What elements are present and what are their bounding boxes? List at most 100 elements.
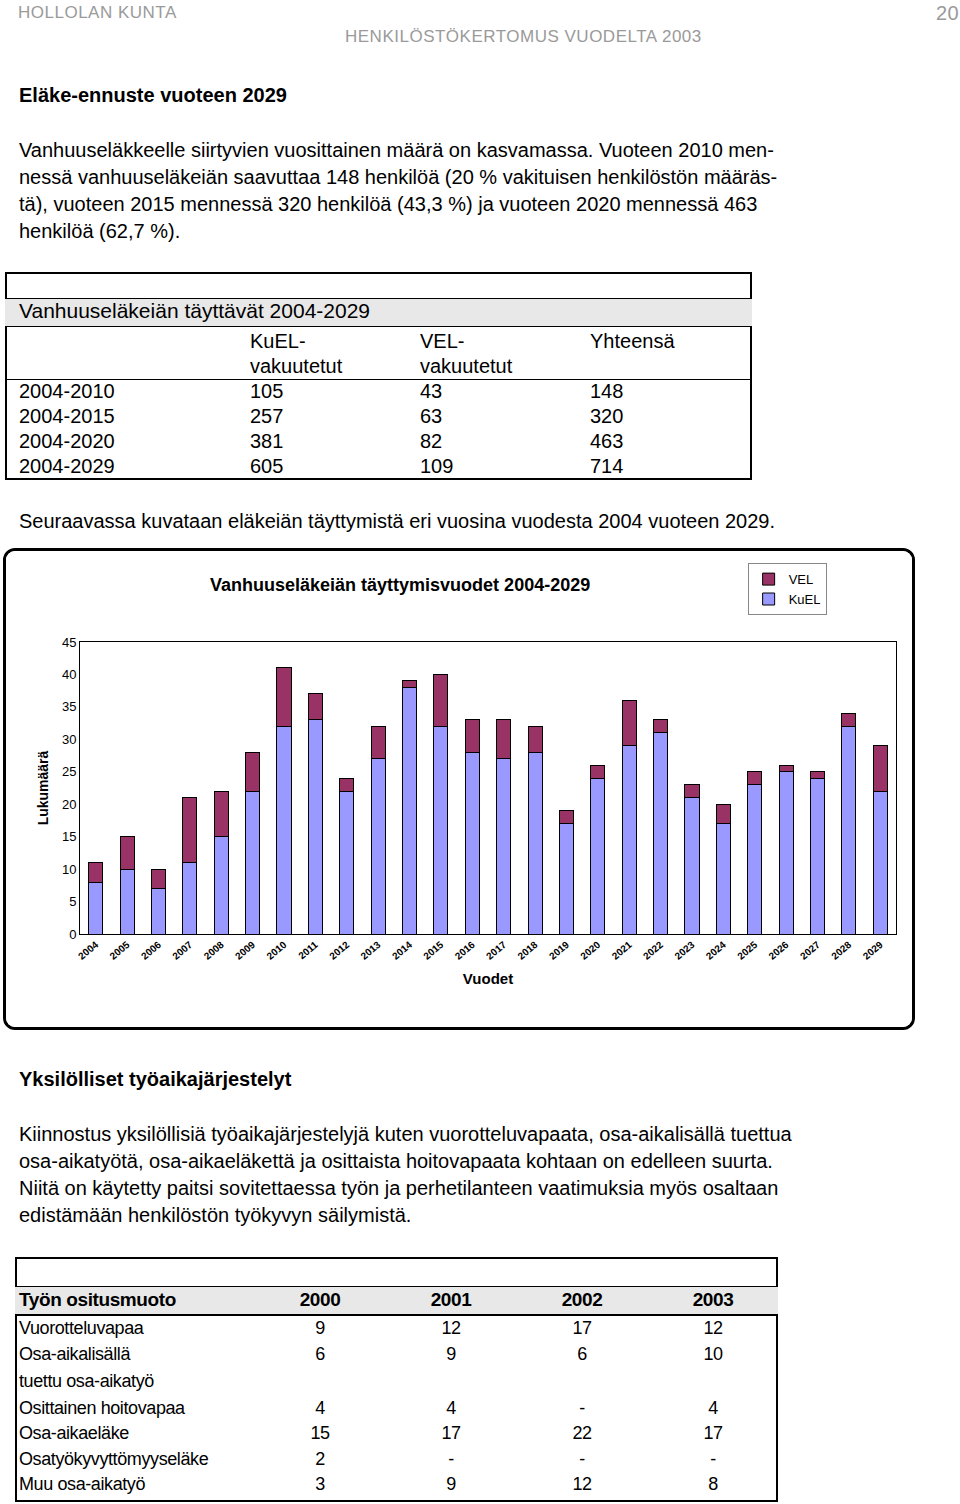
html-text:Osa-aikalisällä: Osa-aikalisällä — [19, 1343, 130, 1364]
html-text:2003: 2003 — [692, 1289, 734, 1310]
svg-text:Vanhuuseläkeiän täyttymisvuode: Vanhuuseläkeiän täyttymisvuodet 2004-202… — [210, 575, 590, 595]
html-text:17: 17 — [572, 1318, 592, 1338]
svg-text:2026: 2026 — [767, 939, 791, 962]
html-text:2004-2020: 2004-2020 — [19, 430, 115, 452]
html-text:463: 463 — [590, 430, 624, 452]
html-text:15: 15 — [310, 1423, 330, 1443]
svg-text:2006: 2006 — [139, 939, 163, 962]
html-text:vakuutetut: vakuutetut — [250, 355, 343, 377]
html-text:109: 109 — [420, 455, 454, 477]
html-text:Yhteensä: Yhteensä — [590, 330, 675, 352]
html-text:VEL-: VEL- — [420, 330, 465, 352]
html-text:605: 605 — [250, 455, 284, 477]
html-text:Muu osa-aikatyö: Muu osa-aikatyö — [19, 1474, 146, 1494]
svg-text:2027: 2027 — [798, 939, 822, 962]
html-text:12: 12 — [572, 1474, 592, 1494]
html-text:12: 12 — [441, 1318, 461, 1338]
html-text:2004-2010: 2004-2010 — [19, 380, 115, 402]
html-text:osa-aikatyötä, osa-aikaeläkett: osa-aikatyötä, osa-aikaeläkettä ja ositt… — [19, 1150, 773, 1172]
html-text:Niitä on käytetty paitsi sovit: Niitä on käytetty paitsi sovitettaessa t… — [19, 1177, 779, 1199]
html-text:12: 12 — [703, 1318, 723, 1338]
svg-text:20: 20 — [62, 797, 76, 812]
html-text:320: 320 — [590, 405, 624, 427]
svg-text:KuEL: KuEL — [789, 592, 821, 607]
html-text:tuettu osa-aikatyö: tuettu osa-aikatyö — [19, 1370, 154, 1391]
html-text:82: 82 — [420, 430, 443, 452]
svg-text:2022: 2022 — [641, 939, 665, 962]
html-text:tä), vuoteen 2015 mennessä 320: tä), vuoteen 2015 mennessä 320 henkilöä … — [19, 193, 758, 215]
svg-text:45: 45 — [62, 635, 76, 650]
html-text:nessä vanhuuseläkeiän saavutta: nessä vanhuuseläkeiän saavuttaa 148 henk… — [19, 166, 778, 188]
svg-text:2019: 2019 — [547, 939, 571, 962]
svg-text:2014: 2014 — [390, 939, 414, 962]
svg-text:2011: 2011 — [296, 939, 320, 962]
svg-text:2005: 2005 — [107, 939, 131, 962]
svg-text:2015: 2015 — [421, 939, 445, 962]
svg-text:35: 35 — [62, 699, 76, 714]
html-text:2000: 2000 — [299, 1289, 341, 1310]
svg-text:2021: 2021 — [610, 939, 634, 962]
html-text:257: 257 — [250, 405, 284, 427]
html-text:17: 17 — [703, 1423, 723, 1443]
html-text:2002: 2002 — [561, 1289, 603, 1310]
svg-text:2028: 2028 — [829, 939, 853, 962]
html-text:6: 6 — [315, 1343, 325, 1364]
svg-text:2010: 2010 — [264, 939, 288, 962]
html-text:Osittainen hoitovapaa: Osittainen hoitovapaa — [19, 1397, 185, 1418]
html-text:Yksilölliset työaikajärjestely: Yksilölliset työaikajärjestelyt — [19, 1068, 292, 1090]
html-text:Osa-aikaeläke: Osa-aikaeläke — [19, 1423, 129, 1443]
html-text:43: 43 — [420, 380, 443, 402]
svg-text:2020: 2020 — [578, 939, 602, 962]
svg-text:30: 30 — [62, 732, 76, 747]
svg-text:5: 5 — [69, 894, 76, 909]
html-text:Kiinnostus yksilöllisiä työaik: Kiinnostus yksilöllisiä työaikajärjestel… — [19, 1123, 792, 1145]
html-text:HENKILÖSTÖKERTOMUS VUODELTA 20: HENKILÖSTÖKERTOMUS VUODELTA 2003 — [345, 27, 702, 46]
html-text:HOLLOLAN KUNTA: HOLLOLAN KUNTA — [18, 3, 177, 22]
svg-text:10: 10 — [62, 862, 76, 877]
html-text:63: 63 — [420, 405, 443, 427]
svg-text:2004: 2004 — [76, 939, 100, 962]
svg-text:2016: 2016 — [453, 939, 477, 962]
html-text:KuEL-: KuEL- — [250, 330, 306, 352]
svg-text:2007: 2007 — [170, 939, 194, 962]
html-text:17: 17 — [441, 1423, 461, 1443]
svg-text:25: 25 — [62, 764, 76, 779]
html-text:148: 148 — [590, 380, 624, 402]
svg-text:Lukumäärä: Lukumäärä — [35, 750, 51, 825]
svg-text:2013: 2013 — [359, 939, 383, 962]
svg-text:40: 40 — [62, 667, 76, 682]
html-text:10: 10 — [703, 1343, 723, 1364]
html-text:714: 714 — [590, 455, 624, 477]
svg-text:2025: 2025 — [735, 939, 759, 962]
html-text:Seuraavassa kuvataan eläkeiän: Seuraavassa kuvataan eläkeiän täyttymist… — [19, 510, 775, 532]
html-text:Vanhuuseläkkeelle siirtyvien v: Vanhuuseläkkeelle siirtyvien vuosittaine… — [19, 139, 774, 161]
svg-text:2029: 2029 — [861, 939, 885, 962]
html-text:Vuorotteluvapaa: Vuorotteluvapaa — [19, 1318, 144, 1338]
html-text:henkilöä (62,7 %).: henkilöä (62,7 %). — [19, 220, 181, 242]
svg-text:VEL: VEL — [789, 572, 814, 587]
html-text:Osatyökyvyttömyyseläke: Osatyökyvyttömyyseläke — [19, 1448, 209, 1469]
svg-text:2008: 2008 — [202, 939, 226, 962]
html-text:2004-2015: 2004-2015 — [19, 405, 115, 427]
html-text:Eläke-ennuste vuoteen 2029: Eläke-ennuste vuoteen 2029 — [19, 84, 287, 106]
html-text:381: 381 — [250, 430, 284, 452]
html-text:9: 9 — [315, 1318, 325, 1338]
html-text:vakuutetut: vakuutetut — [420, 355, 513, 377]
html-text:20: 20 — [936, 2, 960, 24]
html-text:edistämään henkilöstön työkyvy: edistämään henkilöstön työkyvyn säilymis… — [19, 1204, 412, 1226]
html-text:Työn ositusmuoto: Työn ositusmuoto — [19, 1289, 176, 1310]
html-text:2004-2029: 2004-2029 — [19, 455, 115, 477]
svg-text:Vuodet: Vuodet — [463, 970, 513, 987]
svg-text:2009: 2009 — [233, 939, 257, 962]
html-text:22: 22 — [572, 1423, 592, 1443]
svg-text:0: 0 — [69, 927, 76, 942]
svg-text:2023: 2023 — [672, 939, 696, 962]
svg-text:15: 15 — [62, 829, 76, 844]
svg-text:2024: 2024 — [704, 939, 728, 962]
svg-text:2012: 2012 — [327, 939, 351, 962]
html-text:Vanhuuseläkeiän täyttävät 2004: Vanhuuseläkeiän täyttävät 2004-2029 — [19, 299, 370, 322]
svg-text:2017: 2017 — [484, 939, 508, 962]
svg-text:2018: 2018 — [515, 939, 539, 962]
html-text:2001: 2001 — [430, 1289, 472, 1310]
html-text:105: 105 — [250, 380, 284, 402]
